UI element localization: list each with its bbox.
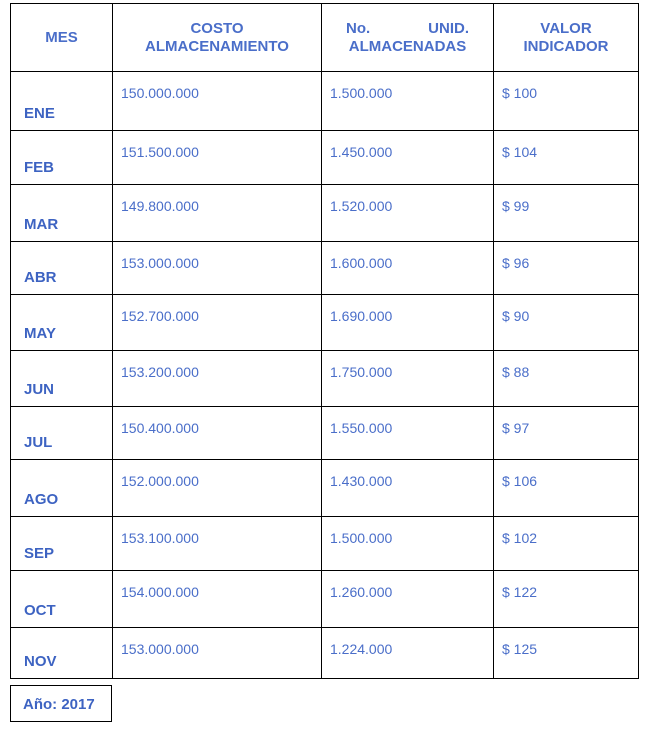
indicador-cell: $ 96 bbox=[493, 241, 639, 295]
header-unidades-no: No. bbox=[346, 19, 371, 37]
costo-cell: 154.000.000 bbox=[112, 570, 322, 628]
table-row: NOV 153.000.000 1.224.000 $ 125 bbox=[10, 627, 639, 679]
costo-cell: 151.500.000 bbox=[112, 130, 322, 185]
unidades-cell: 1.450.000 bbox=[321, 130, 494, 185]
table-row: OCT 154.000.000 1.260.000 $ 122 bbox=[10, 570, 639, 628]
table-body: ENE 150.000.000 1.500.000 $ 100 FEB 151.500.0… bbox=[10, 71, 639, 679]
costo-cell: 152.700.000 bbox=[112, 294, 322, 351]
unidades-cell: 1.224.000 bbox=[321, 627, 494, 679]
table-row: JUL 150.400.000 1.550.000 $ 97 bbox=[10, 406, 639, 460]
table-row: ABR 153.000.000 1.600.000 $ 96 bbox=[10, 241, 639, 295]
indicador-cell: $ 104 bbox=[493, 130, 639, 185]
costo-cell: 149.800.000 bbox=[112, 184, 322, 242]
costo-cell: 153.100.000 bbox=[112, 516, 322, 571]
header-costo-line2: ALMACENAMIENTO bbox=[145, 37, 289, 55]
table-row: ENE 150.000.000 1.500.000 $ 100 bbox=[10, 71, 639, 131]
header-indicador: VALOR INDICADOR bbox=[493, 3, 639, 72]
unidades-cell: 1.520.000 bbox=[321, 184, 494, 242]
storage-cost-table: MES COSTO ALMACENAMIENTO No. UNID. ALMAC… bbox=[10, 3, 639, 679]
header-unidades-unid: UNID. bbox=[428, 19, 469, 37]
indicador-cell: $ 97 bbox=[493, 406, 639, 460]
month-cell: FEB bbox=[10, 130, 113, 185]
indicador-cell: $ 100 bbox=[493, 71, 639, 131]
month-cell: JUN bbox=[10, 350, 113, 407]
month-cell: OCT bbox=[10, 570, 113, 628]
header-unidades: No. UNID. ALMACENADAS bbox=[321, 3, 494, 72]
month-cell: AGO bbox=[10, 459, 113, 517]
table-row: AGO 152.000.000 1.430.000 $ 106 bbox=[10, 459, 639, 517]
month-cell: MAY bbox=[10, 294, 113, 351]
table-row: SEP 153.100.000 1.500.000 $ 102 bbox=[10, 516, 639, 571]
indicador-cell: $ 90 bbox=[493, 294, 639, 351]
costo-cell: 152.000.000 bbox=[112, 459, 322, 517]
costo-cell: 153.000.000 bbox=[112, 241, 322, 295]
indicador-cell: $ 102 bbox=[493, 516, 639, 571]
year-cell: Año: 2017 bbox=[10, 685, 112, 722]
unidades-cell: 1.750.000 bbox=[321, 350, 494, 407]
unidades-cell: 1.500.000 bbox=[321, 71, 494, 131]
unidades-cell: 1.260.000 bbox=[321, 570, 494, 628]
header-unidades-line2: ALMACENADAS bbox=[348, 37, 467, 55]
unidades-cell: 1.690.000 bbox=[321, 294, 494, 351]
header-indicador-line2: INDICADOR bbox=[523, 37, 609, 55]
indicador-cell: $ 125 bbox=[493, 627, 639, 679]
year-label: Año: 2017 bbox=[23, 696, 95, 713]
month-cell: SEP bbox=[10, 516, 113, 571]
table-row: JUN 153.200.000 1.750.000 $ 88 bbox=[10, 350, 639, 407]
header-row: MES COSTO ALMACENAMIENTO No. UNID. ALMAC… bbox=[10, 3, 639, 72]
month-cell: JUL bbox=[10, 406, 113, 460]
header-mes: MES bbox=[10, 3, 113, 72]
costo-cell: 150.000.000 bbox=[112, 71, 322, 131]
header-costo: COSTO ALMACENAMIENTO bbox=[112, 3, 322, 72]
unidades-cell: 1.550.000 bbox=[321, 406, 494, 460]
indicador-cell: $ 88 bbox=[493, 350, 639, 407]
costo-cell: 153.000.000 bbox=[112, 627, 322, 679]
costo-cell: 153.200.000 bbox=[112, 350, 322, 407]
indicador-cell: $ 122 bbox=[493, 570, 639, 628]
table-row: FEB 151.500.000 1.450.000 $ 104 bbox=[10, 130, 639, 185]
indicador-cell: $ 106 bbox=[493, 459, 639, 517]
table-row: MAY 152.700.000 1.690.000 $ 90 bbox=[10, 294, 639, 351]
month-cell: ABR bbox=[10, 241, 113, 295]
costo-cell: 150.400.000 bbox=[112, 406, 322, 460]
indicador-cell: $ 99 bbox=[493, 184, 639, 242]
table-row: MAR 149.800.000 1.520.000 $ 99 bbox=[10, 184, 639, 242]
unidades-cell: 1.500.000 bbox=[321, 516, 494, 571]
header-costo-line1: COSTO bbox=[190, 19, 244, 37]
unidades-cell: 1.600.000 bbox=[321, 241, 494, 295]
unidades-cell: 1.430.000 bbox=[321, 459, 494, 517]
header-mes-label: MES bbox=[45, 28, 78, 46]
month-cell: ENE bbox=[10, 71, 113, 131]
month-cell: MAR bbox=[10, 184, 113, 242]
header-unidades-line1: No. UNID. bbox=[330, 20, 485, 38]
header-indicador-line1: VALOR bbox=[540, 19, 592, 37]
month-cell: NOV bbox=[10, 627, 113, 679]
